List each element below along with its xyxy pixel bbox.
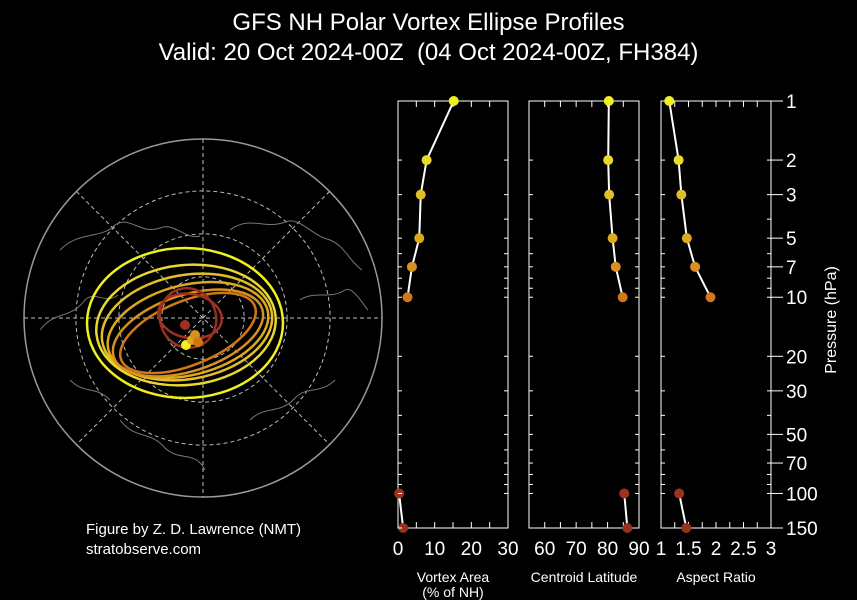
x-tick-label: 60: [534, 539, 555, 560]
coastline: [229, 220, 363, 271]
panel-frame: [660, 100, 772, 529]
profile-panels: 0 10 20 30 Vortex Area(% of NH) 60 70 80 90 Centr…: [393, 92, 840, 600]
profile-panel-3: 1 1.5 2 2.5 3 Aspect Ratio: [656, 96, 777, 585]
y-tick-label: 5: [786, 229, 797, 250]
centroid-dot: [180, 320, 190, 330]
x-tick-label: 1: [656, 539, 667, 560]
profile-point: [681, 233, 692, 244]
profile-line-lower: [398, 493, 405, 529]
profile-point: [604, 189, 615, 200]
x-axis-label: Vortex Area: [417, 569, 490, 585]
profile-panel-1: 0 10 20 30 Vortex Area(% of NH): [393, 96, 519, 600]
profile-point: [421, 155, 432, 166]
meridian-line: [76, 191, 330, 445]
profile-point: [674, 488, 685, 499]
panel-frame: [397, 100, 509, 529]
x-tick-label: 1.5: [675, 539, 701, 560]
x-tick-label: 20: [461, 539, 482, 560]
vortex-ellipse: [95, 263, 277, 387]
y-tick-label: 150: [786, 519, 818, 540]
coastline: [249, 379, 336, 421]
x-tick-label: 10: [424, 539, 445, 560]
profile-line-lower: [678, 493, 688, 529]
profile-point: [705, 292, 716, 303]
vortex-ellipse: [111, 288, 265, 378]
x-tick-label: 2: [711, 539, 722, 560]
y-tick-label: 3: [786, 186, 797, 207]
coastline: [69, 379, 111, 401]
profile-point: [415, 189, 426, 200]
profile-line: [668, 100, 712, 298]
x-tick-label: 70: [566, 539, 587, 560]
profile-point: [414, 233, 425, 244]
chart-subtitle: Valid: 20 Oct 2024-00Z (04 Oct 2024-00Z,…: [158, 39, 699, 66]
profile-point: [398, 523, 409, 533]
vortex-ellipse: [85, 246, 285, 400]
profile-point: [622, 523, 633, 533]
profile-point: [673, 155, 684, 166]
polar-map: [23, 138, 383, 498]
profile-point: [402, 292, 413, 303]
y-axis-label: Pressure (hPa): [823, 266, 840, 374]
profile-point: [619, 488, 630, 499]
profile-point: [448, 96, 459, 106]
profile-point: [664, 96, 675, 106]
vortex-ellipse: [157, 292, 223, 340]
x-tick-label: 0: [393, 539, 404, 560]
profile-point: [681, 523, 692, 533]
profile-point: [406, 261, 417, 272]
y-tick-label: 100: [786, 484, 818, 505]
chart-title: GFS NH Polar Vortex Ellipse Profiles: [232, 9, 625, 36]
y-tick-label: 2: [786, 151, 797, 172]
x-tick-label: 30: [497, 539, 518, 560]
profile-panel-2: 60 70 80 90 Centroid Latitude: [528, 96, 650, 585]
x-tick-label: 3: [766, 539, 777, 560]
credit-author: Figure by Z. D. Lawrence (NMT): [86, 521, 302, 538]
x-tick-label: 2.5: [730, 539, 756, 560]
credit-website: stratobserve.com: [86, 541, 202, 558]
vortex-ellipse: [106, 280, 270, 380]
coastline: [119, 419, 206, 471]
y-tick-label: 10: [786, 288, 807, 309]
y-tick-label: 50: [786, 425, 807, 446]
x-tick-label: 80: [597, 539, 618, 560]
profile-point: [617, 292, 628, 303]
vortex-ellipse: [100, 272, 274, 382]
x-axis-label: Centroid Latitude: [531, 569, 638, 585]
y-tick-label: 20: [786, 347, 807, 368]
vortex-ellipse: [118, 291, 258, 375]
y-tick-label: 7: [786, 258, 797, 279]
coastline: [39, 294, 119, 331]
centroid-dot: [193, 337, 203, 347]
y-tick-label: 30: [786, 382, 807, 403]
profile-line: [406, 100, 455, 298]
x-axis-label: (% of NH): [422, 584, 483, 600]
coastline: [299, 288, 369, 311]
profile-line: [607, 100, 624, 298]
profile-point: [676, 189, 687, 200]
x-axis-label: Aspect Ratio: [676, 569, 756, 585]
profile-line-lower: [623, 493, 629, 529]
panel-frame: [528, 100, 640, 529]
x-tick-label: 90: [628, 539, 649, 560]
profile-point: [603, 155, 614, 166]
y-tick-label: 70: [786, 454, 807, 475]
profile-point: [690, 261, 701, 272]
profile-point: [607, 233, 618, 244]
profile-point: [610, 261, 621, 272]
y-tick-label: 1: [786, 92, 797, 113]
coastline: [59, 221, 201, 251]
profile-point: [603, 96, 614, 106]
map-inner: [24, 139, 382, 497]
